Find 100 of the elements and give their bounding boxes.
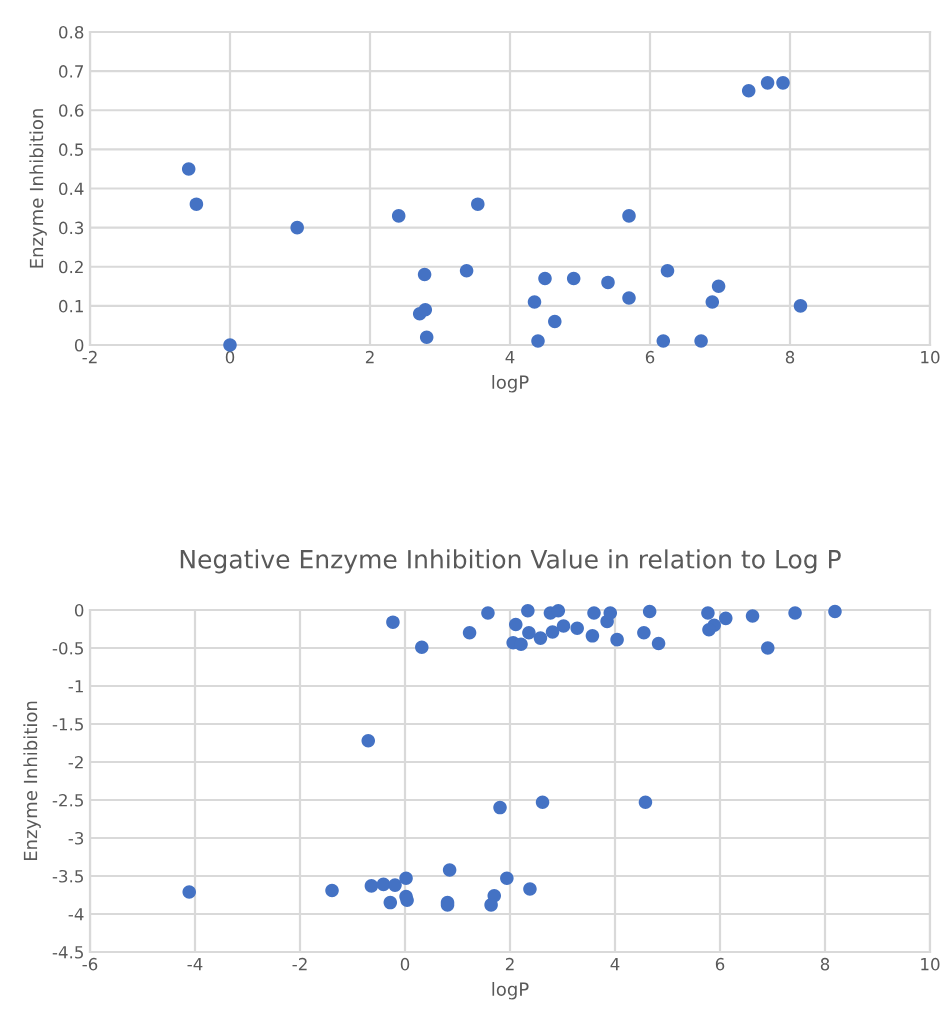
point	[471, 197, 485, 211]
y-tick-label: -3.5	[52, 869, 83, 883]
point	[527, 295, 542, 309]
y-tick-label: -4	[68, 908, 84, 921]
point	[551, 603, 566, 618]
point	[459, 263, 474, 278]
point	[391, 209, 406, 223]
x-tick-label: -2	[292, 957, 307, 971]
point	[531, 334, 545, 348]
point	[622, 209, 636, 223]
point	[548, 314, 562, 329]
point	[651, 636, 666, 651]
point	[442, 863, 457, 877]
point	[388, 878, 402, 892]
point	[793, 299, 808, 313]
point	[361, 733, 376, 748]
point	[610, 632, 624, 647]
point	[500, 871, 514, 886]
point	[711, 279, 726, 294]
y-tick-label: 0.6	[59, 104, 84, 117]
point	[189, 197, 204, 211]
x-tick-label: -6	[82, 957, 98, 971]
x-tick-label: -4	[187, 958, 203, 971]
point	[637, 626, 651, 640]
y-tick-label: 0.2	[59, 260, 83, 274]
point	[182, 885, 196, 899]
x-tick-label: 0	[400, 957, 410, 971]
point	[566, 271, 581, 286]
point	[622, 291, 636, 305]
point	[601, 275, 615, 290]
point	[702, 622, 716, 637]
x-tick-label: 0	[225, 350, 235, 364]
x-tick-label: 8	[785, 350, 795, 364]
point	[514, 637, 528, 651]
point	[290, 220, 304, 235]
point	[587, 606, 601, 620]
y-tick-label: -1	[68, 680, 83, 693]
chart-title: Negative Enzyme Inhibition Value in relation to Log P	[180, 549, 841, 574]
point	[660, 263, 675, 278]
point	[417, 267, 432, 282]
point	[719, 611, 733, 626]
point	[533, 631, 548, 645]
point	[181, 162, 196, 176]
x-axis-title: logP	[492, 375, 529, 393]
x-tick-label: 6	[715, 957, 725, 971]
point	[694, 334, 708, 348]
y-axis-title: Enzyme Inhibition	[23, 701, 41, 861]
y-tick-label: -4.5	[52, 946, 83, 959]
x-tick-label: 2	[505, 957, 514, 971]
point	[364, 879, 379, 893]
x-tick-label: 10	[921, 350, 940, 364]
point	[376, 877, 391, 892]
x-tick-label: 4	[610, 958, 620, 971]
x-tick-label: 10	[921, 957, 940, 971]
point	[701, 606, 715, 620]
point	[523, 882, 537, 896]
x-tick-label: 4	[505, 351, 515, 364]
point	[386, 615, 400, 629]
point	[522, 626, 536, 640]
x-tick-label: 2	[365, 350, 374, 364]
x-tick-label: 6	[645, 350, 655, 364]
y-tick-label: 0	[74, 338, 84, 352]
point	[570, 621, 584, 636]
point	[521, 603, 535, 618]
point	[415, 640, 429, 655]
point	[462, 626, 477, 640]
point	[535, 795, 550, 810]
point	[603, 606, 618, 620]
point	[538, 271, 552, 286]
point	[325, 883, 339, 898]
x-axis-title: logP	[492, 982, 529, 1000]
point	[656, 334, 671, 348]
point	[788, 606, 802, 620]
y-tick-label: 0	[74, 603, 84, 617]
point	[761, 641, 775, 655]
y-tick-label: -3	[68, 831, 84, 845]
point	[545, 625, 560, 639]
y-tick-label: 0.1	[59, 299, 83, 313]
point	[828, 604, 842, 619]
y-tick-label: -2.5	[52, 793, 83, 807]
point	[399, 871, 413, 886]
point	[484, 898, 498, 912]
point	[493, 800, 507, 815]
y-tick-label: 0.8	[59, 25, 84, 39]
point	[481, 606, 495, 620]
point	[585, 629, 600, 643]
y-axis-title: Enzyme Inhibition	[29, 109, 47, 268]
point	[745, 609, 760, 623]
point	[383, 895, 398, 910]
x-tick-label: 8	[820, 957, 830, 971]
y-tick-label: -2	[68, 755, 83, 769]
y-tick-label: 0.4	[59, 182, 84, 196]
y-tick-label: -0.5	[52, 641, 83, 655]
y-tick-label: 0.3	[59, 221, 84, 235]
point	[760, 76, 775, 90]
point	[638, 795, 653, 810]
point	[705, 295, 720, 309]
point	[556, 619, 571, 633]
point	[642, 604, 657, 619]
point	[419, 330, 434, 344]
